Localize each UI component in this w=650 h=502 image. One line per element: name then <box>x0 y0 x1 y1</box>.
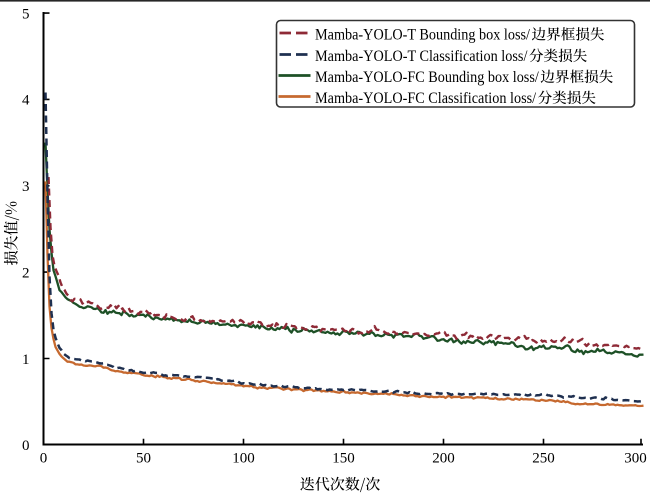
svg-text:0: 0 <box>40 451 48 467</box>
svg-text:Mamba-YOLO-T Classification lo: Mamba-YOLO-T Classification loss/ <box>315 48 528 65</box>
svg-text:5: 5 <box>22 6 30 22</box>
svg-text:2: 2 <box>22 265 30 281</box>
svg-text:3: 3 <box>22 179 30 195</box>
svg-text:200: 200 <box>432 451 455 467</box>
svg-text:50: 50 <box>136 451 151 467</box>
svg-text:150: 150 <box>332 451 355 467</box>
svg-text:Mamba-YOLO-T Bounding box loss: Mamba-YOLO-T Bounding box loss/ <box>315 26 530 43</box>
svg-text:Mamba-YOLO-FC Classification l: Mamba-YOLO-FC Classification loss/ <box>315 90 537 107</box>
svg-text:250: 250 <box>532 451 555 467</box>
svg-text:100: 100 <box>232 451 255 467</box>
svg-text:1: 1 <box>22 352 30 368</box>
svg-text:Mamba-YOLO-FC Bounding box los: Mamba-YOLO-FC Bounding box loss/ <box>315 69 539 86</box>
svg-text:4: 4 <box>22 93 30 109</box>
svg-text:0: 0 <box>22 438 30 454</box>
svg-text:300: 300 <box>624 451 647 467</box>
